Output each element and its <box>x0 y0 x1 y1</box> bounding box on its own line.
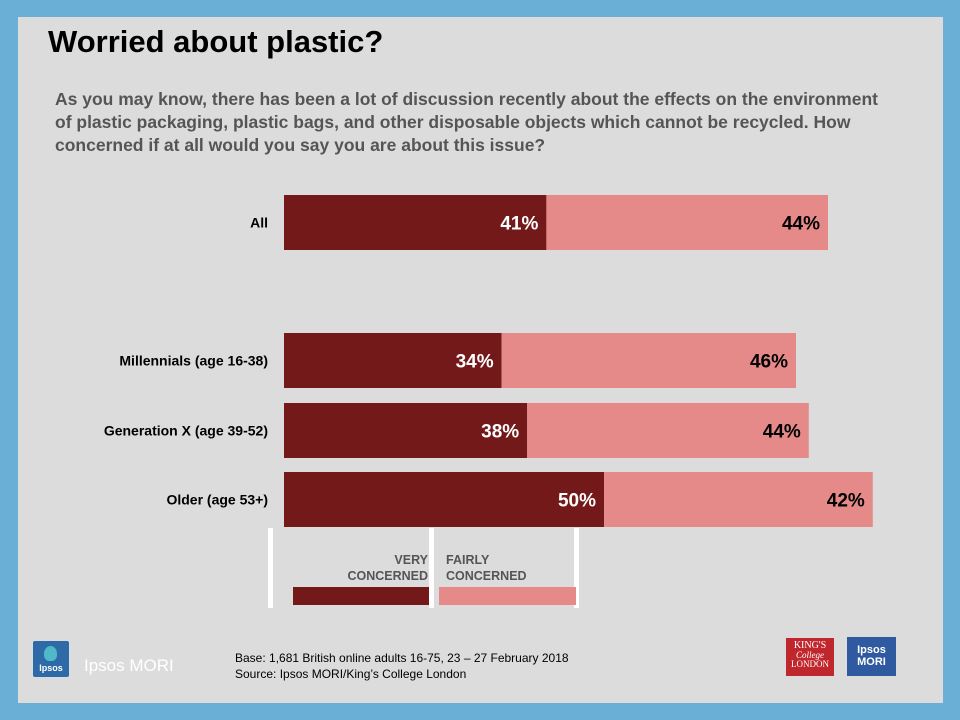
bar-very-concerned <box>284 333 502 388</box>
data-label: 44% <box>763 422 801 443</box>
bar-fairly-concerned <box>546 195 828 250</box>
data-label: 38% <box>481 422 519 443</box>
category-label: Generation X (age 39-52) <box>104 423 268 439</box>
data-label: 34% <box>456 352 494 373</box>
kings-line1: KING'S <box>793 640 827 651</box>
data-label: 46% <box>750 352 788 373</box>
bar-fairly-concerned <box>501 333 796 388</box>
bar-very-concerned <box>284 403 528 458</box>
ipsos-logo: Ipsos <box>33 641 69 677</box>
chart-legend: VERY CONCERNED FAIRLY CONCERNED <box>268 528 579 608</box>
ipsos-drop-icon <box>44 646 57 661</box>
kings-line3: LONDON <box>791 659 829 669</box>
page-title: Worried about plastic? <box>48 24 384 59</box>
kings-college-logo: KING'S College LONDON <box>786 638 834 676</box>
kings-line2: College <box>796 650 824 660</box>
legend-fairly-line2: CONCERNED <box>446 569 527 583</box>
legend-swatch-fairly <box>439 587 576 605</box>
ipsos-mori-logo: Ipsos MORI <box>847 637 896 676</box>
bar-fairly-concerned <box>604 472 873 527</box>
category-label: All <box>250 215 268 231</box>
legend-bracket-middle <box>429 528 434 608</box>
ipsos-wordmark: Ipsos MORI <box>84 656 174 675</box>
legend-label-very: VERY CONCERNED <box>290 552 428 584</box>
legend-very-line1: VERY <box>394 553 428 567</box>
footnote-source: Source: Ipsos MORI/King’s College London <box>235 667 467 681</box>
bar-very-concerned <box>284 195 547 250</box>
data-label: 42% <box>827 491 865 512</box>
mori-line1: Ipsos <box>857 644 886 656</box>
data-label: 44% <box>782 214 820 235</box>
legend-very-line2: CONCERNED <box>347 569 428 583</box>
ipsos-logo-text: Ipsos <box>39 663 63 673</box>
survey-question: As you may know, there has been a lot of… <box>55 89 878 155</box>
category-label: Millennials (age 16-38) <box>119 353 268 369</box>
legend-bracket-left <box>268 528 273 608</box>
category-label: Older (age 53+) <box>166 492 268 508</box>
legend-fairly-line1: FAIRLY <box>446 553 490 567</box>
data-label: 50% <box>558 491 596 512</box>
data-label: 41% <box>500 214 538 235</box>
bar-fairly-concerned <box>527 403 809 458</box>
bar-very-concerned <box>284 472 604 527</box>
legend-swatch-very <box>293 587 429 605</box>
footnote: Base: 1,681 British online adults 16-75,… <box>235 650 569 682</box>
legend-bracket-right <box>574 528 579 608</box>
mori-line2: MORI <box>857 656 886 668</box>
legend-label-fairly: FAIRLY CONCERNED <box>446 552 576 584</box>
footnote-base: Base: 1,681 British online adults 16-75,… <box>235 651 569 665</box>
